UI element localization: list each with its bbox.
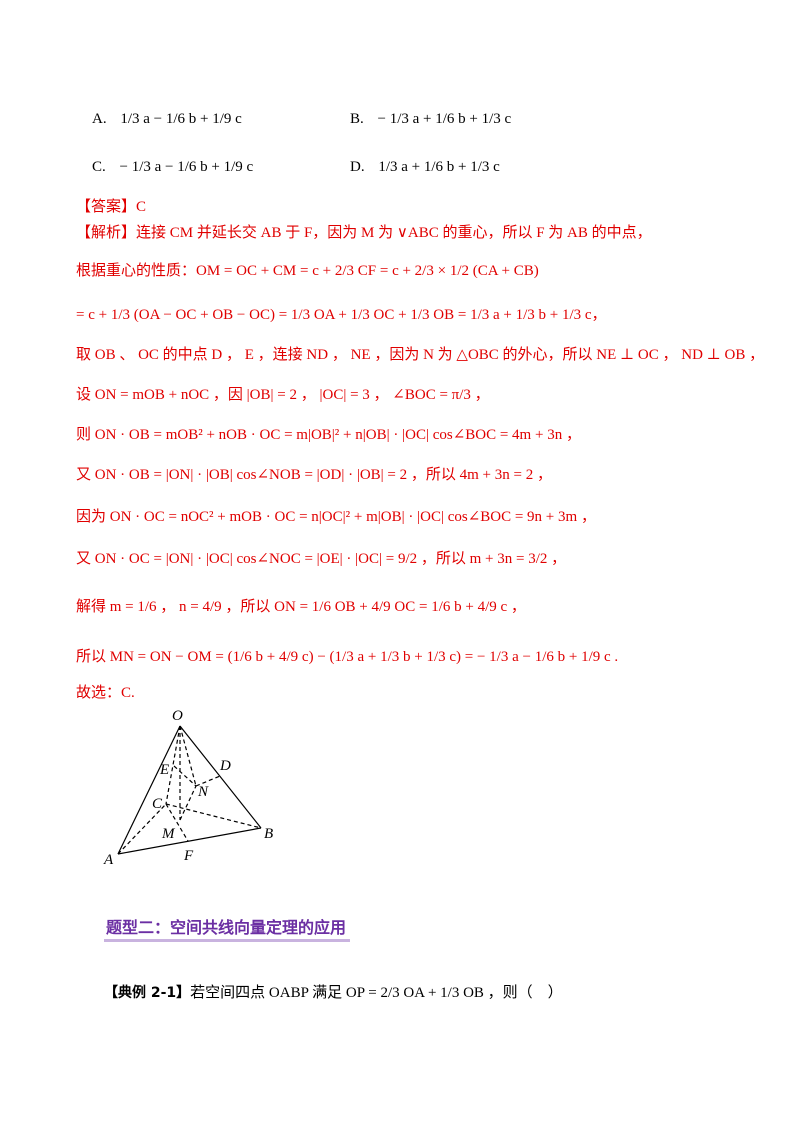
analysis-line-4: 取 OB 、 OC 的中点 D ， E ，连接 ND ， NE ，因为 N 为 … xyxy=(76,347,765,363)
label-c: C xyxy=(152,796,163,812)
example-text: 若空间四点 OABP 满足 OP = 2/3 OA + 1/3 OB ，则（ ） xyxy=(190,985,563,1001)
analysis-line-10: 解得 m = 1/6 ， n = 4/9 ，所以 ON = 1/6 OB + 4… xyxy=(76,599,526,615)
option-expr: − 1/3 a + 1/6 b + 1/3 c xyxy=(377,111,512,127)
option-expr: 1/3 a − 1/6 b + 1/9 c xyxy=(120,111,242,127)
analysis-line-3: = c + 1/3 (OA − OC + OB − OC) = 1/3 OA +… xyxy=(76,307,607,323)
analysis-line-5: 设 ON = mOB + nOC ，因 |OB| = 2 ， |OC| = 3 … xyxy=(76,387,490,403)
label-a: A xyxy=(103,852,114,868)
example-tag: 【典例 2-1】 xyxy=(104,985,191,1001)
analysis-line-9: 又 ON · OC = |ON| · |OC| cos∠NOC = |OE| ·… xyxy=(76,551,567,567)
analysis-line-6: 则 ON · OB = mOB² + nOB · OC = m|OB|² + n… xyxy=(76,427,581,443)
label-o: O xyxy=(172,708,183,724)
option-letter: B. xyxy=(350,111,364,127)
option-letter: C. xyxy=(92,159,106,175)
option-c: C. − 1/3 a − 1/6 b + 1/9 c xyxy=(92,156,253,178)
label-d: D xyxy=(219,758,231,774)
analysis-line-2: 根据重心的性质：OM = OC + CM = c + 2/3 CF = c + … xyxy=(76,263,539,279)
option-letter: D. xyxy=(350,159,365,175)
option-d: D. 1/3 a + 1/6 b + 1/3 c xyxy=(350,156,500,178)
analysis-line-8: 因为 ON · OC = nOC² + mOB · OC = n|OC|² + … xyxy=(76,509,596,525)
analysis-line-12: 故选：C. xyxy=(76,685,135,701)
label-m: M xyxy=(161,826,176,842)
answer-value: C xyxy=(136,199,147,215)
answer-tag: 【答案】 xyxy=(76,199,137,215)
label-b: B xyxy=(264,826,273,842)
analysis-line-1: 【解析】连接 CM 并延长交 AB 于 F，因为 M 为 ∨ABC 的重心，所以… xyxy=(76,222,652,244)
option-expr: 1/3 a + 1/6 b + 1/3 c xyxy=(378,159,500,175)
analysis-line-7: 又 ON · OB = |ON| · |OB| cos∠NOB = |OD| ·… xyxy=(76,467,552,483)
section-heading: 题型二：空间共线向量定理的应用 xyxy=(104,914,351,942)
label-e: E xyxy=(159,762,169,778)
analysis-tag: 【解析】 xyxy=(76,225,137,241)
option-b: B. − 1/3 a + 1/6 b + 1/3 c xyxy=(350,108,511,130)
option-a: A. 1/3 a − 1/6 b + 1/9 c xyxy=(92,108,242,130)
tetrahedron-figure: O E D N C M B A F xyxy=(103,708,273,868)
answer-line: 【答案】C xyxy=(76,196,146,218)
example-line: 【典例 2-1】若空间四点 OABP 满足 OP = 2/3 OA + 1/3 … xyxy=(104,982,563,1004)
analysis-text: 连接 CM 并延长交 AB 于 F，因为 M 为 ∨ABC 的重心，所以 F 为… xyxy=(136,225,652,241)
label-f: F xyxy=(183,848,194,864)
label-n: N xyxy=(197,784,209,800)
option-letter: A. xyxy=(92,111,107,127)
option-expr: − 1/3 a − 1/6 b + 1/9 c xyxy=(119,159,254,175)
analysis-line-11: 所以 MN = ON − OM = (1/6 b + 4/9 c) − (1/3… xyxy=(76,649,619,665)
